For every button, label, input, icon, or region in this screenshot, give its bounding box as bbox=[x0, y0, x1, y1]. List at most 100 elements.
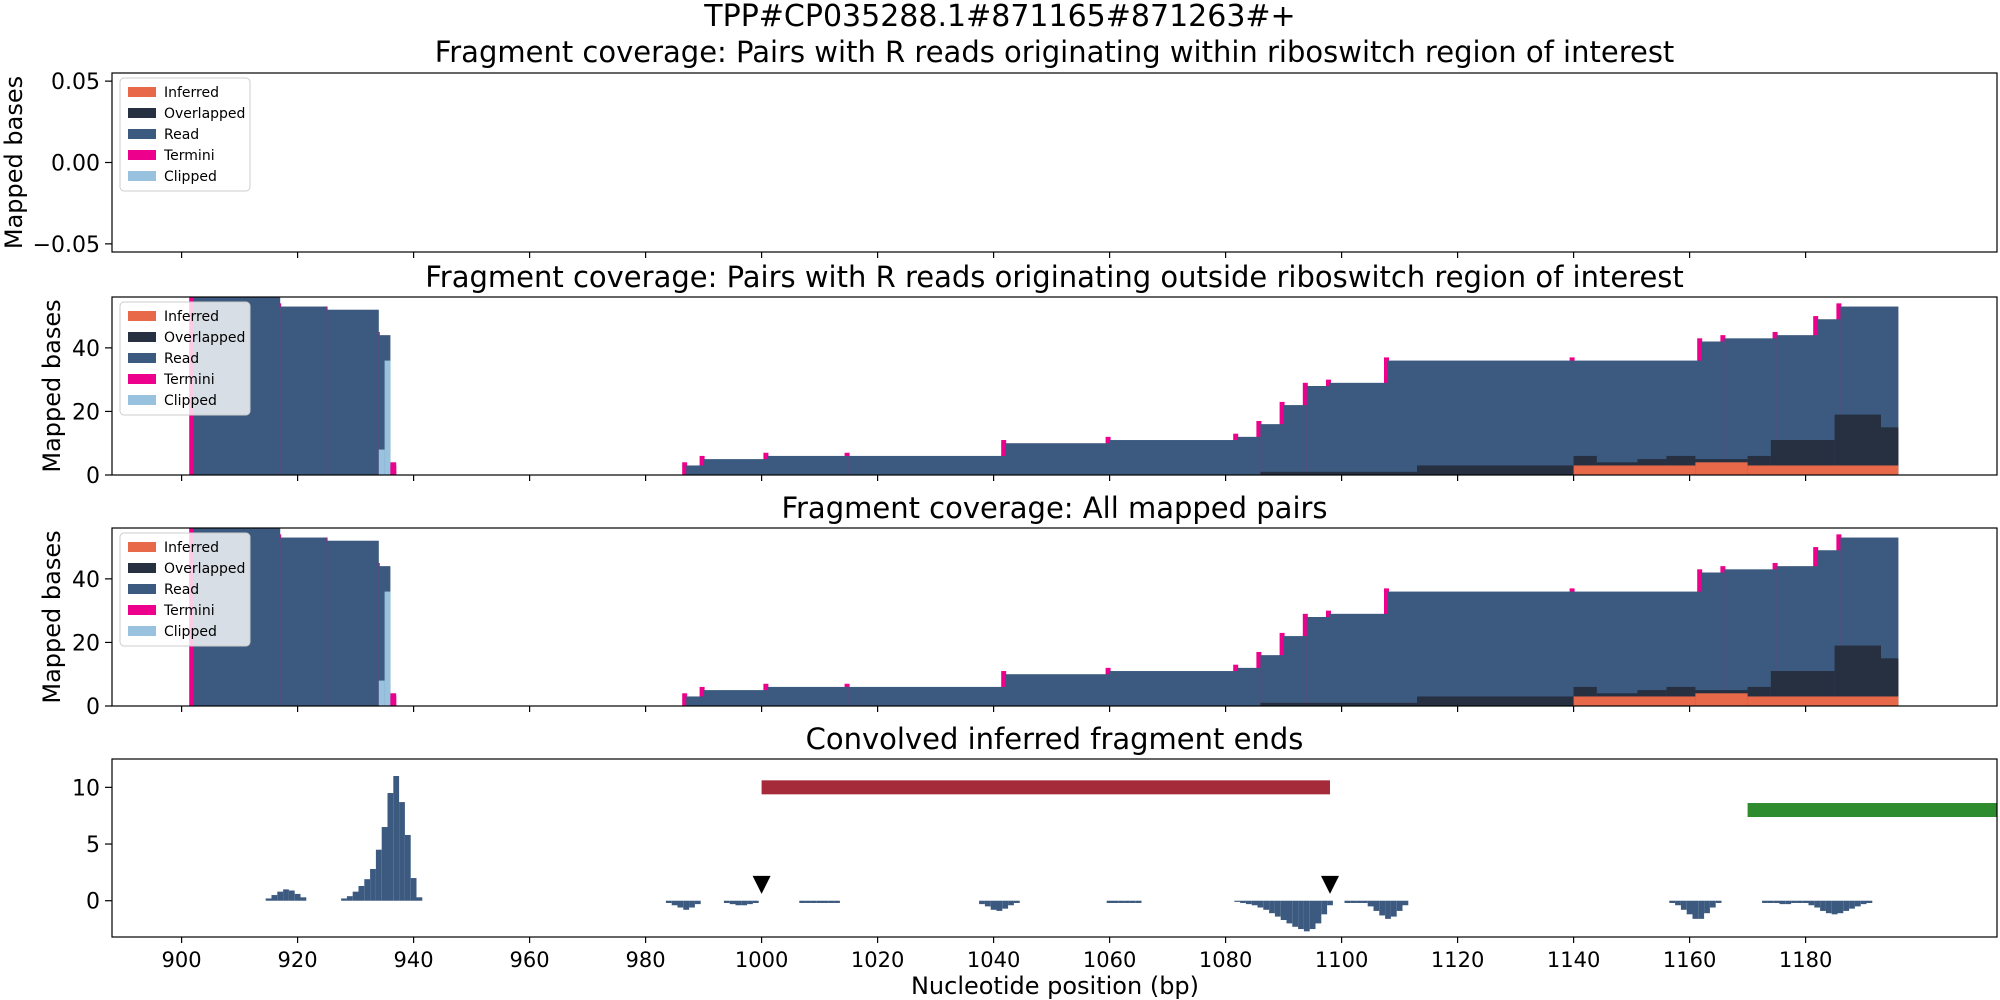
fragment-end-bar bbox=[1002, 900, 1009, 909]
fragment-end-bar bbox=[1785, 900, 1792, 905]
fragment-end-bar bbox=[1796, 900, 1803, 903]
legend-swatch bbox=[128, 542, 156, 552]
y-tick-label: 20 bbox=[72, 400, 100, 425]
read-bar bbox=[1237, 667, 1261, 706]
fragment-end-bar bbox=[828, 900, 835, 903]
overlapped-bar bbox=[1260, 471, 1417, 475]
x-tick-label: 1060 bbox=[1083, 948, 1136, 972]
fragment-end-bar bbox=[1303, 900, 1310, 932]
fragment-end-bar bbox=[1396, 900, 1403, 911]
fragment-end-bar bbox=[283, 889, 289, 901]
fragment-end-bar bbox=[1373, 900, 1380, 911]
fragment-end-bar bbox=[1008, 900, 1014, 906]
read-bar bbox=[848, 455, 1006, 475]
fragment-end-bar bbox=[1327, 900, 1333, 906]
legend-swatch bbox=[128, 395, 156, 405]
legend-swatch bbox=[128, 626, 156, 636]
fragment-end-bar bbox=[1106, 900, 1113, 903]
overlapped-bar bbox=[1834, 414, 1881, 475]
y-tick-label: 0.05 bbox=[51, 70, 100, 95]
fragment-end-bar bbox=[381, 827, 388, 901]
fragment-end-bar bbox=[1361, 900, 1368, 903]
read-bar bbox=[1701, 341, 1725, 475]
plot-area bbox=[189, 528, 1899, 706]
x-tick-label: 1020 bbox=[851, 948, 904, 972]
fragment-end-bar bbox=[1344, 900, 1351, 903]
x-tick-label: 1100 bbox=[1315, 948, 1368, 972]
legend-box bbox=[119, 532, 251, 647]
fragment-end-bar bbox=[1390, 900, 1397, 917]
x-tick-label: 960 bbox=[510, 948, 550, 972]
x-tick-label: 940 bbox=[394, 948, 434, 972]
fragment-end-bar bbox=[694, 900, 701, 905]
fragment-end-bar bbox=[1831, 900, 1838, 915]
x-tick-label: 900 bbox=[162, 948, 202, 972]
fragment-end-bar bbox=[1849, 900, 1855, 909]
fragment-end-bar bbox=[683, 900, 690, 910]
read-bar bbox=[1005, 674, 1110, 706]
read-bar bbox=[767, 455, 849, 475]
read-bar bbox=[326, 309, 379, 475]
y-tick-label: 20 bbox=[72, 631, 100, 656]
legend-label: Overlapped bbox=[164, 330, 245, 346]
termini-bar bbox=[682, 462, 688, 475]
legend-swatch bbox=[128, 150, 156, 160]
read-bar bbox=[1701, 572, 1725, 706]
termini-bar bbox=[682, 693, 688, 706]
fragment-end-bar bbox=[984, 900, 991, 907]
read-bar bbox=[1330, 382, 1388, 475]
read-bar bbox=[280, 537, 327, 706]
panel-title: Convolved inferred fragment ends bbox=[806, 722, 1304, 756]
inferred-bar bbox=[1747, 696, 1899, 706]
read-bar bbox=[1306, 386, 1330, 475]
fragment-end-bar bbox=[1704, 900, 1710, 914]
read-bar bbox=[848, 686, 1006, 706]
legend-label: Read bbox=[164, 127, 199, 143]
legend: Inferred Overlapped Read Termini Clipped bbox=[119, 77, 251, 192]
fragment-end-bar bbox=[1402, 900, 1409, 906]
x-tick-label: 1180 bbox=[1779, 948, 1832, 972]
legend-label: Termini bbox=[163, 148, 215, 164]
x-tick-label: 1040 bbox=[967, 948, 1020, 972]
fragment-end-bar bbox=[300, 897, 307, 901]
fragment-end-bar bbox=[729, 900, 736, 905]
fragment-end-bar bbox=[1379, 900, 1386, 916]
legend-swatch bbox=[128, 332, 156, 342]
fragment-end-bar bbox=[1675, 900, 1681, 906]
fragment-end-bar bbox=[735, 900, 742, 906]
marker-triangle bbox=[1321, 875, 1339, 894]
marker-triangle bbox=[752, 875, 771, 894]
overlapped-bar bbox=[1881, 427, 1899, 475]
fragment-end-bar bbox=[1814, 900, 1821, 908]
fragment-end-bar bbox=[294, 893, 301, 901]
fragment-end-bar bbox=[1802, 900, 1809, 903]
legend-label: Termini bbox=[163, 372, 215, 388]
legend-label: Termini bbox=[163, 603, 215, 619]
y-axis-label: Mapped bases bbox=[38, 530, 66, 703]
fragment-end-bar bbox=[1843, 900, 1850, 911]
y-tick-label: 0 bbox=[86, 464, 100, 489]
inferred-bar bbox=[1747, 465, 1899, 475]
fragment-end-bar bbox=[416, 897, 423, 901]
fragment-end-bar bbox=[1118, 900, 1125, 903]
fragment-end-bar bbox=[810, 900, 817, 903]
fragment-end-bar bbox=[1669, 900, 1676, 903]
fragment-end-bar bbox=[665, 900, 672, 903]
read-bar bbox=[1283, 405, 1307, 475]
fragment-end-bar bbox=[805, 900, 811, 903]
x-tick-label: 1000 bbox=[735, 948, 788, 972]
axes-frame bbox=[111, 296, 1998, 476]
fragment-end-bar bbox=[1274, 900, 1281, 917]
termini-bar bbox=[390, 696, 397, 706]
cds-bar bbox=[1747, 803, 1997, 818]
fragment-end-bar bbox=[1240, 900, 1246, 903]
fragment-end-bar bbox=[1709, 900, 1716, 908]
read-bar bbox=[1724, 569, 1777, 706]
legend-swatch bbox=[128, 311, 156, 321]
fragment-end-bar bbox=[1350, 900, 1357, 903]
y-tick-label: 0 bbox=[86, 890, 100, 915]
legend-swatch bbox=[128, 129, 156, 139]
fragment-end-bar bbox=[370, 868, 376, 901]
legend-swatch bbox=[128, 605, 156, 615]
panel-4: Convolved inferred fragment ends 0 5 10 900 9… bbox=[72, 722, 1998, 972]
